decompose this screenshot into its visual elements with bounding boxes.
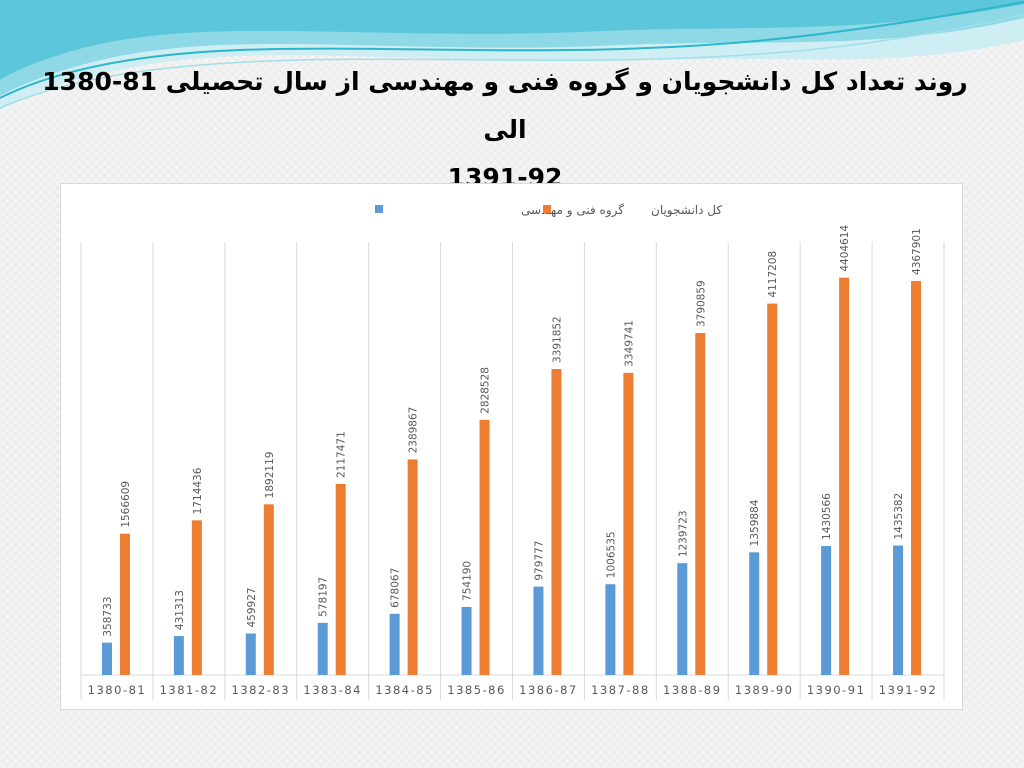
bar-engineering	[389, 613, 400, 675]
bar-engineering	[173, 636, 184, 675]
data-label-total: 1714436	[192, 467, 204, 514]
bar-total	[263, 504, 274, 675]
data-label-engineering: 979777	[533, 541, 545, 581]
data-label-total: 2117471	[336, 431, 348, 478]
data-label-total: 3790859	[695, 280, 707, 327]
data-label-engineering: 1430566	[821, 493, 833, 540]
bar-total	[839, 277, 850, 675]
data-label-engineering: 1359884	[749, 499, 761, 546]
data-label-total: 1892119	[264, 452, 276, 499]
x-tick-label: 1385-86	[447, 683, 506, 697]
slide-title-line-1: روند تعداد کل دانشجویان و گروه فنی و مهن…	[42, 67, 968, 144]
x-tick-label: 1390-91	[807, 683, 866, 697]
bar-engineering	[749, 552, 760, 675]
bar-engineering	[677, 563, 688, 675]
bar-chart: گروه فنی و مهندسی کل دانشجویان 358733 15666…	[80, 203, 945, 700]
chart-frame: گروه فنی و مهندسی کل دانشجویان 358733 15666…	[60, 183, 963, 710]
data-label-engineering: 358733	[102, 597, 114, 637]
bar-total	[479, 419, 490, 675]
bar-engineering	[533, 586, 544, 675]
bar-total	[119, 533, 130, 675]
bar-total	[623, 372, 634, 675]
x-tick-label: 1391-92	[879, 683, 938, 697]
bar-engineering	[245, 633, 256, 675]
header-wave-decoration	[0, 0, 1024, 110]
x-tick-label: 1388-89	[663, 683, 722, 697]
x-tick-label: 1384-85	[375, 683, 434, 697]
bar-engineering	[461, 606, 472, 675]
data-label-engineering: 1435382	[893, 493, 905, 540]
data-label-total: 4367901	[911, 228, 923, 275]
x-tick-label: 1389-90	[735, 683, 794, 697]
data-label-engineering: 431313	[174, 590, 186, 630]
bar-total	[191, 520, 202, 675]
bar-total	[911, 280, 922, 675]
x-tick-label: 1383-84	[303, 683, 362, 697]
bar-total	[695, 333, 706, 675]
data-label-engineering: 678067	[390, 568, 402, 608]
legend-label-engineering: گروه فنی و مهندسی	[521, 203, 624, 218]
slide-title: روند تعداد کل دانشجویان و گروه فنی و مهن…	[40, 58, 970, 202]
bar-engineering	[101, 642, 112, 675]
bar-total	[767, 303, 778, 675]
bar-engineering	[893, 545, 904, 675]
x-tick-label: 1386-87	[519, 683, 578, 697]
data-label-total: 3391852	[551, 316, 563, 363]
bar-total	[335, 483, 346, 675]
data-label-total: 4404614	[839, 225, 851, 272]
data-label-engineering: 754190	[462, 561, 474, 601]
bar-engineering	[821, 545, 832, 675]
data-label-engineering: 459927	[246, 587, 258, 627]
data-label-total: 2389867	[408, 407, 420, 454]
x-tick-label: 1380-81	[88, 683, 147, 697]
data-label-total: 4117208	[767, 251, 779, 298]
x-tick-label: 1382-83	[232, 683, 291, 697]
x-tick-label: 1381-82	[160, 683, 219, 697]
x-tick-label: 1387-88	[591, 683, 650, 697]
bar-engineering	[605, 584, 616, 675]
bar-total	[407, 459, 418, 675]
data-label-total: 2828528	[480, 367, 492, 414]
legend-swatch-engineering	[375, 205, 383, 213]
data-label-engineering: 1006535	[605, 531, 617, 578]
bar-engineering	[317, 622, 328, 675]
data-label-total: 1566609	[120, 481, 132, 528]
legend-label-total: کل دانشجویان	[651, 203, 722, 218]
data-label-engineering: 578197	[318, 577, 330, 617]
bar-total	[551, 369, 562, 675]
legend-swatch-total	[543, 205, 551, 213]
data-label-engineering: 1239723	[677, 510, 689, 557]
data-label-total: 3349741	[623, 320, 635, 367]
